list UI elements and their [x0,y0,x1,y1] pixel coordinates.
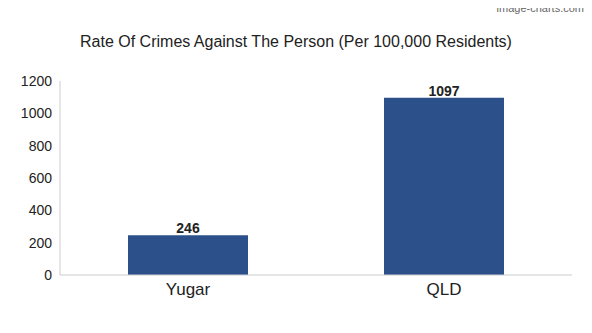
svg-text:1200: 1200 [21,73,52,89]
svg-text:246: 246 [176,220,200,236]
svg-text:Yugar: Yugar [166,280,211,299]
svg-text:600: 600 [29,170,53,186]
html-text:Rate Of Crimes Against The Per: Rate Of Crimes Against The Person (Per 1… [80,33,512,50]
svg-text:0: 0 [44,267,52,283]
svg-text:QLD: QLD [427,280,462,299]
html-text:image-charts.com: image-charts.com [496,2,584,14]
svg-text:200: 200 [29,235,53,251]
svg-text:1000: 1000 [21,105,52,121]
svg-text:800: 800 [29,138,53,154]
svg-text:1097: 1097 [428,83,459,99]
svg-text:400: 400 [29,202,53,218]
